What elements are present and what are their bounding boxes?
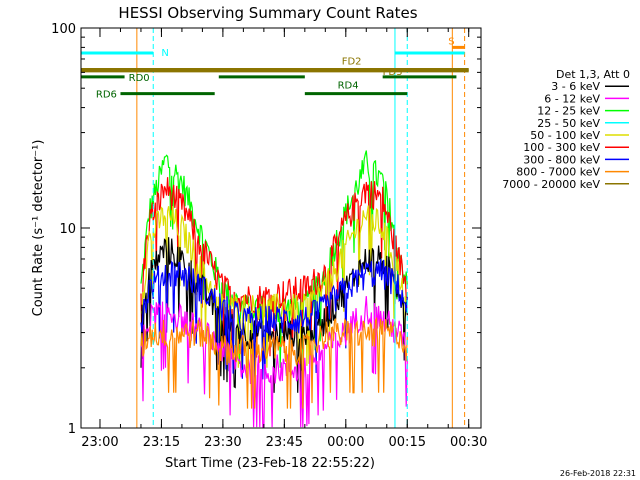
x-tick-label: 00:30: [450, 435, 487, 450]
x-tick-label: 23:00: [81, 435, 118, 450]
legend-label: 800 - 7000 keV: [516, 166, 600, 179]
overlay-bar-label: RD4: [338, 81, 359, 92]
y-tick-label: 100: [51, 22, 76, 37]
plot-area: [140, 150, 408, 428]
legend-label: 100 - 300 keV: [523, 141, 600, 154]
legend-title: Det 1,3, Att 0: [556, 68, 630, 81]
legend-label: 3 - 6 keV: [551, 80, 600, 93]
overlay-bar-label: FD2: [342, 57, 362, 68]
series-line: [140, 259, 408, 380]
series-line: [140, 177, 408, 358]
y-tick-label: 1: [68, 422, 76, 437]
legend-label: 300 - 800 keV: [523, 153, 600, 166]
y-axis-label: Count Rate (s⁻¹ detector⁻¹): [31, 140, 46, 317]
series-line: [140, 205, 408, 369]
overlay-bar-label: FD3: [383, 67, 403, 78]
legend-label: 7000 - 20000 keV: [502, 178, 600, 191]
x-tick-label: 00:00: [327, 435, 364, 450]
overlay-bars: N S FD2 FD3 RD0 RD6 RD4: [80, 28, 469, 428]
x-tick-label: 23:45: [266, 435, 303, 450]
overlay-bar-label: N: [161, 48, 168, 59]
timestamp-label: 26-Feb-2018 22:31: [560, 469, 636, 478]
y-tick-label: 10: [59, 222, 76, 237]
legend-label: 12 - 25 keV: [537, 105, 600, 118]
overlay-bar-label: RD0: [129, 73, 150, 84]
x-tick-label: 00:15: [389, 435, 426, 450]
legend-label: 6 - 12 keV: [544, 92, 600, 105]
x-axis-label: Start Time (23-Feb-18 22:55:22): [165, 456, 375, 471]
x-tick-label: 23:15: [143, 435, 180, 450]
chart-title: HESSI Observing Summary Count Rates: [118, 4, 417, 22]
x-tick-label: 23:30: [204, 435, 241, 450]
legend-label: 25 - 50 keV: [537, 117, 600, 130]
series-line: [140, 316, 408, 409]
overlay-bar-label: RD6: [96, 90, 117, 101]
overlay-bar-label: S: [448, 36, 454, 47]
legend-label: 50 - 100 keV: [530, 129, 600, 142]
axes: 23:00 23:15 23:30 23:45 00:00 00:15 00:30 1 10 10…: [51, 22, 487, 450]
